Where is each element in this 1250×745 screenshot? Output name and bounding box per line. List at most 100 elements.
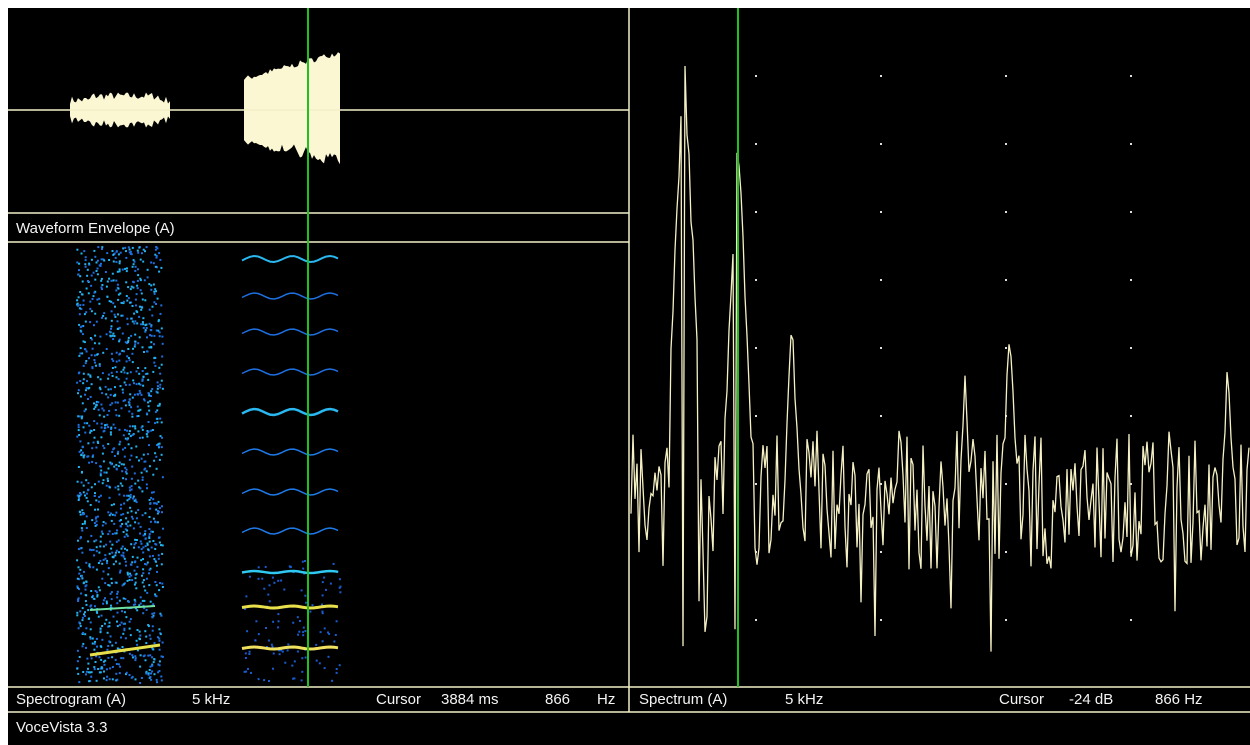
spectrogram-pixel [142,299,144,301]
spectrogram-pixel [96,550,98,552]
range-label: 5 kHz [192,691,230,708]
spectrogram-pixel [158,319,160,321]
spectrogram-pixel [85,321,87,323]
spectrogram-pixel [142,261,144,263]
spectrogram-pixel [100,671,102,673]
spectrogram-pixel [141,427,143,429]
spectrogram-pixel [108,389,110,391]
spectrogram-pixel [119,293,121,295]
spectrogram-pixel [120,504,122,506]
spectrogram-pixel [109,553,111,555]
spectrogram-pixel [128,337,130,339]
spectrogram-pixel [137,629,139,631]
spectrogram-pixel [76,436,78,438]
spectrogram-pixel [297,616,299,618]
spectrogram-pixel [147,548,149,550]
spectrogram-pixel [142,346,144,348]
spectrogram-pixel [154,581,156,583]
spectrogram-pixel [148,283,150,285]
spectrogram-pixel [82,304,84,306]
spectrogram-pixel [101,563,103,565]
spectrogram-pixel [279,653,281,655]
spectrogram-pixel [137,557,139,559]
spectrogram-pixel [118,354,120,356]
spectrogram-pixel [271,644,273,646]
spectrogram-pixel [82,452,84,454]
spectrogram-pixel [131,413,133,415]
spectrogram-pixel [125,565,127,567]
spectrogram-pixel [77,303,79,305]
spectrogram-pixel [115,464,117,466]
spectrogram-pixel [141,472,143,474]
spectrogram-pixel [123,400,125,402]
spectrogram-pixel [153,502,155,504]
spectrogram-pixel [130,618,132,620]
spectrogram-pixel [129,384,131,386]
spectrogram-pixel [79,495,81,497]
spectrogram-pixel [268,680,270,682]
spectrogram-pixel [107,426,109,428]
grid-dot [1130,415,1132,417]
spectrogram-pixel [150,329,152,331]
spectrogram-pixel [125,404,127,406]
spectrogram-pixel [130,634,132,636]
spectrogram-pixel [146,487,148,489]
spectrogram-pixel [301,679,303,681]
spectrogram-pixel [144,367,146,369]
spectrogram-pixel [85,647,87,649]
spectrogram-pixel [155,411,157,413]
spectrogram-pixel [103,460,105,462]
spectrogram-pixel [90,396,92,398]
spectrogram-pixel [142,568,144,570]
spectrogram-pixel [128,410,130,412]
spectrogram-pixel [79,353,81,355]
spectrogram-pixel [91,259,93,261]
spectrogram-pixel [132,518,134,520]
spectrogram-pixel [269,600,271,602]
spectrogram-pixel [301,657,303,659]
spectrogram-pixel [99,414,101,416]
spectrogram-pixel [103,472,105,474]
spectrogram-pixel [127,574,129,576]
grid-dot [755,279,757,281]
spectrogram-pixel [137,342,139,344]
spectrogram-pixel [132,281,134,283]
spectrogram-pixel [101,666,103,668]
spectrogram-pixel [112,338,114,340]
spectrogram-pixel [103,571,105,573]
spectrogram-pixel [95,404,97,406]
spectrogram-pixel [150,346,152,348]
spectrogram-pixel [122,449,124,451]
spectrogram-pixel [125,250,127,252]
spectrogram-pixel [87,540,89,542]
spectrogram-pixel [98,409,100,411]
spectrogram-pixel [161,679,163,681]
spectrogram-pixel [109,667,111,669]
spectrogram-pixel [148,672,150,674]
spectrogram-pixel [132,379,134,381]
spectrogram-pixel [152,648,154,650]
spectrogram-pixel [159,259,161,261]
spectrogram-pixel [148,346,150,348]
spectrogram-pixel [81,472,83,474]
spectrogram-pixel [79,304,81,306]
spectrogram-pixel [105,317,107,319]
spectrogram-pixel [129,249,131,251]
spectrogram-pixel [85,408,87,410]
spectrogram-pixel [81,577,83,579]
spectrogram-pixel [150,262,152,264]
spectrogram-pixel [79,569,81,571]
spectrogram-pixel [255,640,257,642]
spectrogram-pixel [79,492,81,494]
spectrogram-pixel [244,671,246,673]
spectrogram-pixel [162,343,164,345]
spectrogram-pixel [106,601,108,603]
spectrogram-pixel [131,447,133,449]
spectrogram-pixel [101,258,103,260]
spectrogram-pixel [148,572,150,574]
spectrogram-pixel [94,605,96,607]
spectrogram-pixel [96,520,98,522]
spectrogram-pixel [160,304,162,306]
spectrogram-pixel [134,584,136,586]
spectrogram-pixel [151,656,153,658]
